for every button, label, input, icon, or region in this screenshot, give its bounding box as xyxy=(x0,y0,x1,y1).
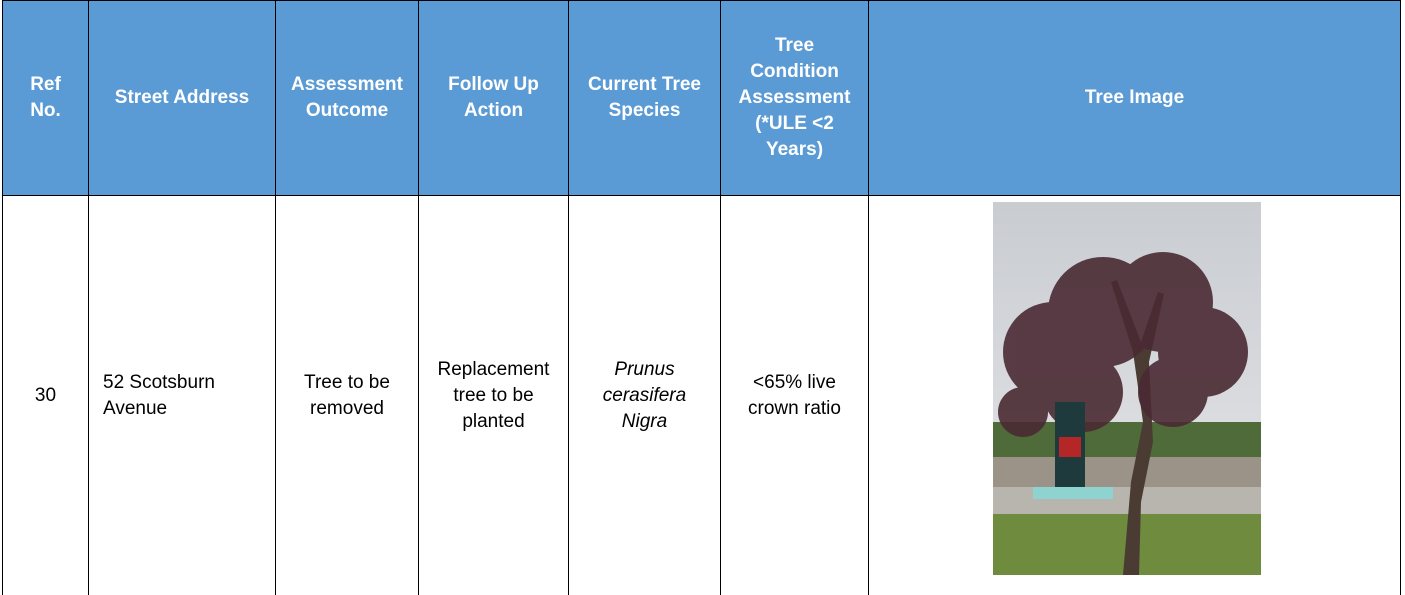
cell-text: 30 xyxy=(34,384,57,406)
header-text: Current Tree Species xyxy=(588,74,701,121)
header-text: Street Address xyxy=(114,87,250,108)
header-cell: Assessment Outcome xyxy=(275,0,418,196)
body-cell: 30 xyxy=(2,196,88,595)
body-cell: 52 Scotsburn Avenue xyxy=(88,196,275,595)
header-cell: Current Tree Species xyxy=(568,0,720,196)
body-cell: Prunus cerasifera Nigra xyxy=(568,196,720,595)
header-cell: Street Address xyxy=(88,0,275,196)
header-text: Tree Image xyxy=(1084,87,1185,108)
cell-text: Tree to be removed xyxy=(304,371,390,419)
header-cell: Tree Image xyxy=(868,0,1401,196)
header-text: Tree Condition Assessment (*ULE <2 Years… xyxy=(738,35,851,160)
cell-text: Prunus cerasifera Nigra xyxy=(602,358,687,432)
header-text: Ref No. xyxy=(30,74,61,121)
header-cell: Ref No. xyxy=(2,0,88,196)
body-cell: <65% live crown ratio xyxy=(720,196,868,595)
header-text: Assessment Outcome xyxy=(291,74,403,121)
header-cell: Follow Up Action xyxy=(418,0,568,196)
tree-image xyxy=(992,202,1261,575)
header-cell: Tree Condition Assessment (*ULE <2 Years… xyxy=(720,0,868,196)
body-cell: Tree to be removed xyxy=(275,196,418,595)
body-cell: Replacement tree to be planted xyxy=(418,196,568,595)
body-cell xyxy=(868,196,1401,595)
cell-text: Replacement tree to be planted xyxy=(437,358,550,432)
cell-text: <65% live crown ratio xyxy=(748,371,841,419)
cell-text: 52 Scotsburn Avenue xyxy=(103,371,215,419)
header-text: Follow Up Action xyxy=(448,74,539,121)
